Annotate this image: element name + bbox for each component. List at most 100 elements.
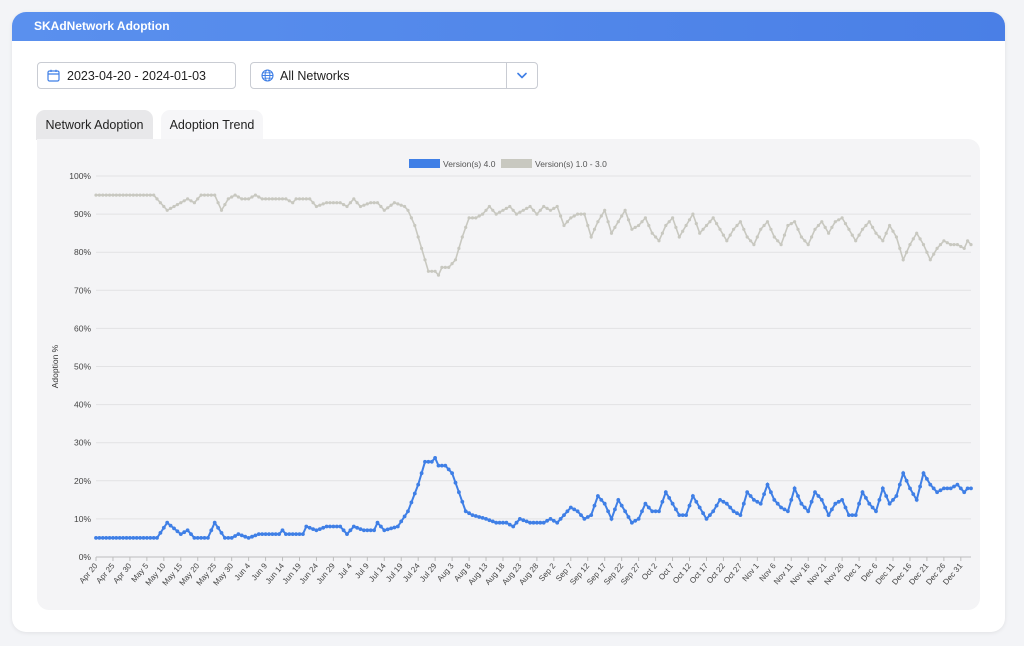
x-tick-label: Jul 29	[418, 561, 439, 584]
data-point	[701, 227, 705, 231]
data-point	[263, 532, 268, 536]
data-point	[480, 516, 485, 520]
data-point	[504, 206, 508, 210]
data-point	[606, 509, 610, 514]
data-point	[840, 498, 844, 502]
tab-network-adoption[interactable]: Network Adoption	[36, 110, 153, 140]
x-tick-label: Sep 2	[537, 561, 558, 583]
data-point	[572, 214, 576, 218]
data-point	[880, 486, 885, 491]
data-point	[535, 520, 539, 525]
data-point	[494, 212, 498, 216]
data-point	[277, 197, 281, 201]
tab-adoption-trend[interactable]: Adoption Trend	[161, 110, 263, 140]
data-point	[308, 197, 312, 201]
data-point	[335, 201, 339, 205]
data-point	[653, 509, 658, 514]
legend-label: Version(s) 4.0	[443, 159, 496, 169]
x-tick-label: Apr 30	[111, 561, 133, 585]
data-point	[687, 218, 692, 222]
data-point	[548, 208, 553, 212]
chevron-down-icon[interactable]	[506, 63, 537, 88]
data-point	[514, 520, 519, 525]
card-title: SKAdNetwork Adoption	[12, 12, 1005, 41]
data-point	[216, 201, 220, 205]
data-point	[284, 532, 288, 536]
data-point	[395, 524, 400, 529]
data-point	[416, 482, 421, 487]
data-point	[725, 239, 729, 243]
data-point	[701, 511, 705, 516]
data-point	[691, 494, 695, 498]
data-point	[128, 536, 132, 540]
data-point	[375, 520, 380, 525]
data-point	[457, 246, 461, 250]
data-point	[531, 520, 536, 525]
data-point	[429, 459, 434, 464]
data-point	[477, 214, 481, 218]
data-point	[487, 204, 491, 209]
x-tick-label: Oct 2	[640, 561, 660, 582]
data-point	[888, 223, 892, 228]
data-point	[857, 233, 861, 237]
data-point	[521, 208, 525, 212]
data-point	[796, 494, 800, 498]
data-point	[749, 239, 753, 243]
data-point	[250, 195, 254, 199]
data-point	[216, 525, 221, 530]
x-tick-label: Jul 19	[384, 561, 405, 584]
y-tick-label: 0%	[79, 552, 92, 562]
data-point	[592, 503, 597, 508]
data-point	[243, 534, 248, 539]
data-point	[100, 536, 105, 540]
data-point	[619, 503, 624, 508]
data-point	[382, 208, 386, 212]
data-point	[776, 239, 780, 243]
data-point	[511, 524, 516, 529]
data-point	[294, 197, 298, 201]
data-point	[355, 201, 359, 205]
data-point	[870, 505, 875, 510]
data-point	[161, 525, 166, 530]
data-point	[247, 197, 251, 201]
data-point	[772, 235, 776, 239]
data-point	[141, 536, 146, 540]
data-point	[440, 463, 444, 468]
data-point	[616, 498, 621, 502]
data-point	[117, 536, 122, 540]
data-point	[962, 246, 966, 250]
data-point	[850, 513, 855, 517]
data-point	[317, 527, 322, 531]
data-point	[559, 214, 563, 218]
data-point	[494, 520, 499, 525]
data-point	[294, 532, 298, 536]
x-tick-label: Jul 4	[336, 561, 354, 580]
data-point	[731, 509, 736, 514]
data-point	[657, 509, 661, 514]
data-point	[443, 265, 447, 269]
data-point	[816, 223, 821, 228]
data-point	[623, 509, 627, 514]
data-point	[311, 201, 315, 205]
data-point	[209, 528, 214, 533]
date-range-picker[interactable]: 2023-04-20 - 2024-01-03	[37, 62, 236, 89]
data-point	[321, 202, 325, 206]
data-point	[219, 208, 224, 212]
data-point	[508, 204, 512, 209]
data-point	[470, 513, 475, 517]
data-point	[341, 528, 346, 533]
data-point	[270, 197, 274, 201]
network-select[interactable]: All Networks	[250, 62, 538, 89]
data-point	[531, 208, 536, 212]
data-point	[297, 532, 302, 536]
data-point	[280, 197, 285, 201]
y-tick-label: 80%	[74, 247, 91, 257]
data-point	[806, 509, 811, 514]
data-point	[637, 223, 641, 228]
data-point	[782, 233, 787, 237]
data-point	[738, 220, 743, 224]
y-tick-label: 20%	[74, 476, 91, 486]
data-point	[565, 220, 570, 224]
data-point	[721, 499, 726, 504]
y-tick-label: 100%	[69, 171, 91, 181]
